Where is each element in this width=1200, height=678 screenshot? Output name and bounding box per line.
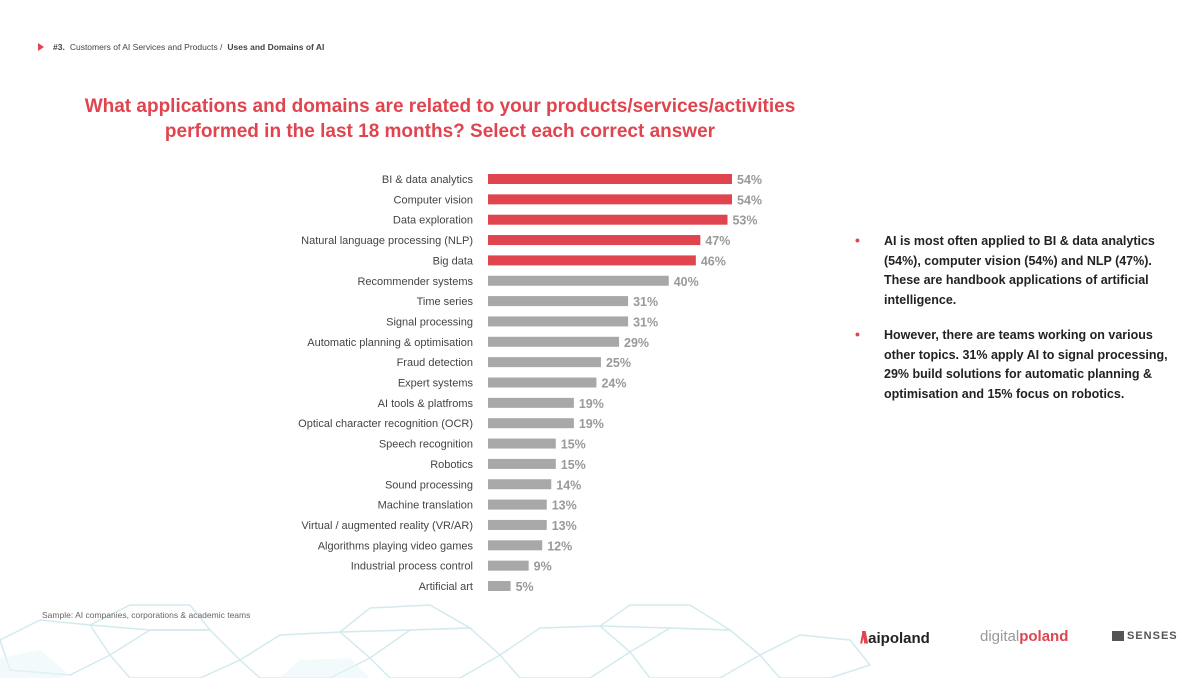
bar (488, 296, 629, 307)
value-label: 9% (534, 560, 552, 574)
breadcrumb: #3. Customers of AI Services and Product… (38, 42, 324, 52)
tensenses-wordmark: SENSES (1127, 630, 1178, 642)
value-label: 13% (552, 519, 577, 533)
category-label: Sound processing (385, 479, 473, 491)
value-label: 19% (579, 397, 604, 411)
insight-text: However, there are teams working on vari… (884, 328, 1168, 401)
bar (488, 336, 620, 347)
bullet-dot-icon: • (855, 326, 860, 342)
value-label: 29% (624, 336, 649, 350)
category-label: Expert systems (398, 378, 474, 390)
digitalpoland-prefix: digital (980, 628, 1020, 645)
bar (488, 235, 701, 246)
bar (488, 214, 728, 225)
value-label: 5% (516, 580, 534, 594)
value-label: 15% (561, 438, 586, 452)
page-title: What applications and domains are relate… (60, 94, 820, 144)
value-label: 53% (732, 214, 757, 228)
digitalpoland-suffix: poland (1019, 628, 1069, 645)
bar (488, 438, 556, 449)
value-label: 47% (705, 234, 730, 248)
category-label: Data exploration (393, 215, 473, 227)
title-line-2: performed in the last 18 months? Select … (164, 121, 716, 142)
play-triangle-icon (38, 43, 44, 51)
category-label: Automatic planning & optimisation (307, 337, 473, 349)
bar (488, 418, 574, 429)
insight-item: • AI is most often applied to BI & data … (855, 232, 1175, 310)
insight-text: AI is most often applied to BI & data an… (884, 234, 1155, 307)
bar (488, 316, 629, 327)
value-label: 31% (633, 315, 658, 329)
value-label: 54% (737, 173, 762, 187)
value-label: 15% (561, 458, 586, 472)
value-label: 14% (556, 478, 581, 492)
insight-item: • However, there are teams working on va… (855, 326, 1175, 404)
value-label: 25% (606, 356, 631, 370)
value-label: 24% (601, 377, 626, 391)
bar (488, 275, 669, 286)
title-line-1: What applications and domains are relate… (84, 96, 796, 117)
value-label: 40% (674, 275, 699, 289)
bar (488, 540, 543, 551)
tensenses-mark-icon (1112, 631, 1124, 641)
breadcrumb-path: Customers of AI Services and Products / (69, 42, 223, 52)
category-label: Optical character recognition (OCR) (298, 418, 473, 430)
category-label: Speech recognition (379, 439, 473, 451)
value-label: 46% (701, 254, 726, 268)
bar (488, 255, 696, 266)
bar (488, 581, 511, 591)
bar (488, 479, 552, 490)
category-label: Fraud detection (397, 357, 473, 369)
category-label: Signal processing (386, 316, 473, 328)
insights-list: • AI is most often applied to BI & data … (855, 232, 1175, 420)
category-label: AI tools & platfroms (378, 398, 474, 410)
sample-note: Sample: AI companies, corporations & aca… (42, 610, 251, 620)
category-label: Algorithms playing video games (318, 540, 474, 552)
category-label: Machine translation (378, 500, 473, 512)
breadcrumb-current: Uses and Domains of AI (227, 42, 325, 52)
category-label: BI & data analytics (382, 174, 474, 186)
aipoland-logo: /\\ aipoland (860, 628, 930, 648)
category-label: Virtual / augmented reality (VR/AR) (301, 520, 473, 532)
bar (488, 357, 601, 368)
hexagon-background (0, 604, 872, 678)
bar (488, 377, 597, 388)
aipoland-wordmark: aipoland (868, 629, 930, 647)
category-label: Time series (417, 296, 474, 308)
category-label: Big data (433, 255, 474, 267)
value-label: 13% (552, 499, 577, 513)
category-label: Natural language processing (NLP) (301, 235, 473, 247)
breadcrumb-section: #3. (53, 42, 65, 52)
category-label: Recommender systems (357, 276, 473, 288)
digitalpoland-logo: digitalpoland (980, 628, 1068, 645)
bar (488, 458, 556, 469)
bar (488, 174, 732, 184)
bullet-dot-icon: • (855, 232, 860, 248)
tensenses-logo: SENSES (1112, 630, 1178, 642)
bar (488, 519, 547, 530)
bar (488, 499, 547, 510)
footer-logos: /\\ aipoland digitalpoland SENSES (860, 628, 1180, 648)
value-label: 54% (737, 193, 762, 207)
value-label: 19% (579, 417, 604, 431)
category-label: Computer vision (394, 194, 473, 206)
category-label: Artificial art (419, 581, 473, 593)
bar (488, 194, 732, 205)
value-label: 12% (547, 539, 572, 553)
category-label: Robotics (430, 459, 473, 471)
aipoland-mark-icon: /\\ (860, 628, 868, 647)
category-label: Industrial process control (351, 561, 473, 573)
value-label: 31% (633, 295, 658, 309)
bar (488, 397, 574, 408)
bar (488, 560, 529, 571)
